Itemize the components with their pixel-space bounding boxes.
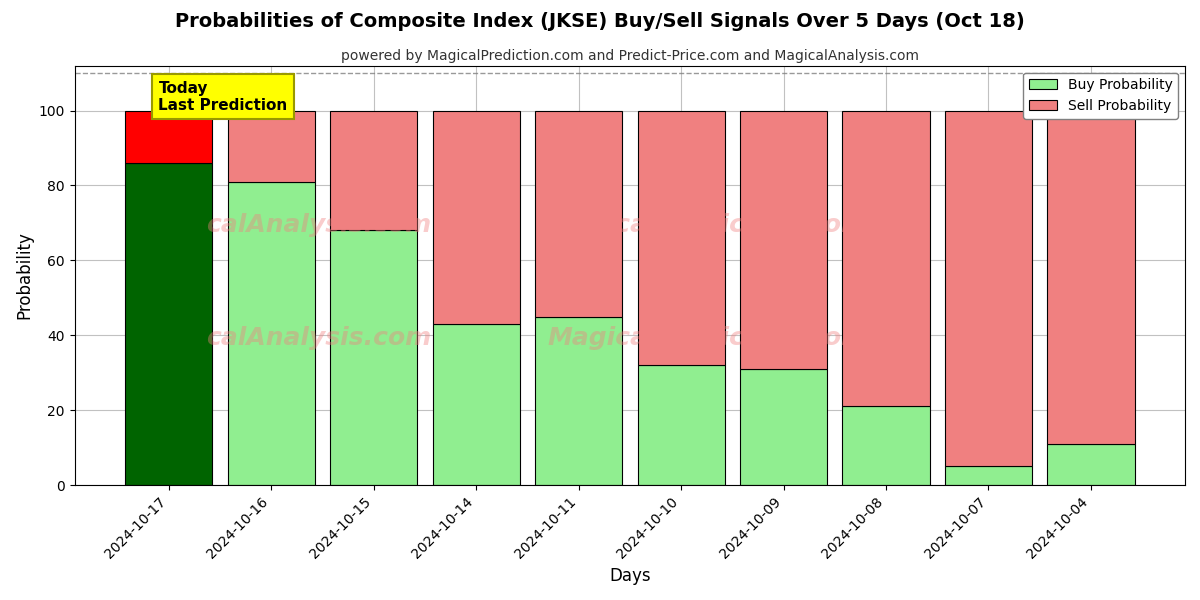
- Bar: [228, 182, 314, 485]
- Bar: [1048, 110, 1134, 444]
- Bar: [1048, 444, 1134, 485]
- Bar: [125, 110, 212, 163]
- Text: Today
Last Prediction: Today Last Prediction: [158, 80, 288, 113]
- Bar: [330, 230, 418, 485]
- Bar: [842, 406, 930, 485]
- Bar: [740, 110, 827, 369]
- Bar: [535, 110, 622, 317]
- Title: powered by MagicalPrediction.com and Predict-Price.com and MagicalAnalysis.com: powered by MagicalPrediction.com and Pre…: [341, 49, 919, 63]
- Bar: [637, 110, 725, 365]
- Bar: [637, 365, 725, 485]
- Bar: [842, 110, 930, 406]
- Text: MagicalPrediction.com: MagicalPrediction.com: [547, 213, 868, 237]
- Bar: [944, 466, 1032, 485]
- X-axis label: Days: Days: [610, 567, 650, 585]
- Bar: [125, 163, 212, 485]
- Legend: Buy Probability, Sell Probability: Buy Probability, Sell Probability: [1024, 73, 1178, 119]
- Bar: [228, 110, 314, 182]
- Bar: [330, 110, 418, 230]
- Bar: [432, 110, 520, 324]
- Text: calAnalysis.com: calAnalysis.com: [206, 213, 432, 237]
- Bar: [740, 369, 827, 485]
- Bar: [535, 317, 622, 485]
- Text: calAnalysis.com: calAnalysis.com: [206, 326, 432, 350]
- Text: Probabilities of Composite Index (JKSE) Buy/Sell Signals Over 5 Days (Oct 18): Probabilities of Composite Index (JKSE) …: [175, 12, 1025, 31]
- Y-axis label: Probability: Probability: [16, 232, 34, 319]
- Text: MagicalPrediction.com: MagicalPrediction.com: [547, 326, 868, 350]
- Bar: [432, 324, 520, 485]
- Bar: [944, 110, 1032, 466]
